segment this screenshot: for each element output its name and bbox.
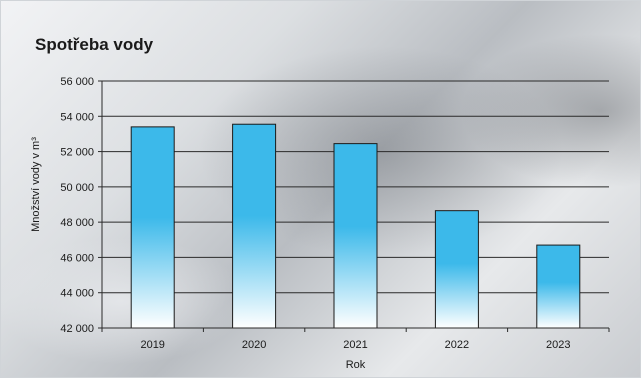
y-tick-label: 42 000 (60, 323, 94, 335)
y-tick-label: 44 000 (60, 288, 94, 300)
chart-title: Spotřeba vody (35, 35, 154, 54)
x-tick-label: 2019 (140, 339, 164, 351)
bar-2021 (333, 143, 378, 329)
x-axis-title: Rok (346, 359, 366, 371)
bar-2022 (434, 210, 479, 329)
y-tick-label: 48 000 (60, 217, 94, 229)
y-tick-label: 54 000 (60, 111, 94, 123)
y-tick-label: 50 000 (60, 182, 94, 194)
x-tick-label: 2023 (546, 339, 570, 351)
axis-layer: Množství vody v m³ Rok 42 000 44 000 46 00… (30, 76, 610, 371)
bars-layer (130, 123, 581, 329)
y-axis-title: Množství vody v m³ (30, 137, 42, 232)
x-tick-label: 2020 (242, 339, 266, 351)
y-tick-label: 46 000 (60, 252, 94, 264)
bar-2019 (130, 126, 175, 329)
y-tick-label: 52 000 (60, 147, 94, 159)
bar-2020 (232, 123, 277, 329)
x-tick-label: 2021 (343, 339, 367, 351)
bar-2023 (536, 244, 581, 329)
x-tick-label: 2022 (445, 339, 469, 351)
y-tick-label: 56 000 (60, 76, 94, 88)
